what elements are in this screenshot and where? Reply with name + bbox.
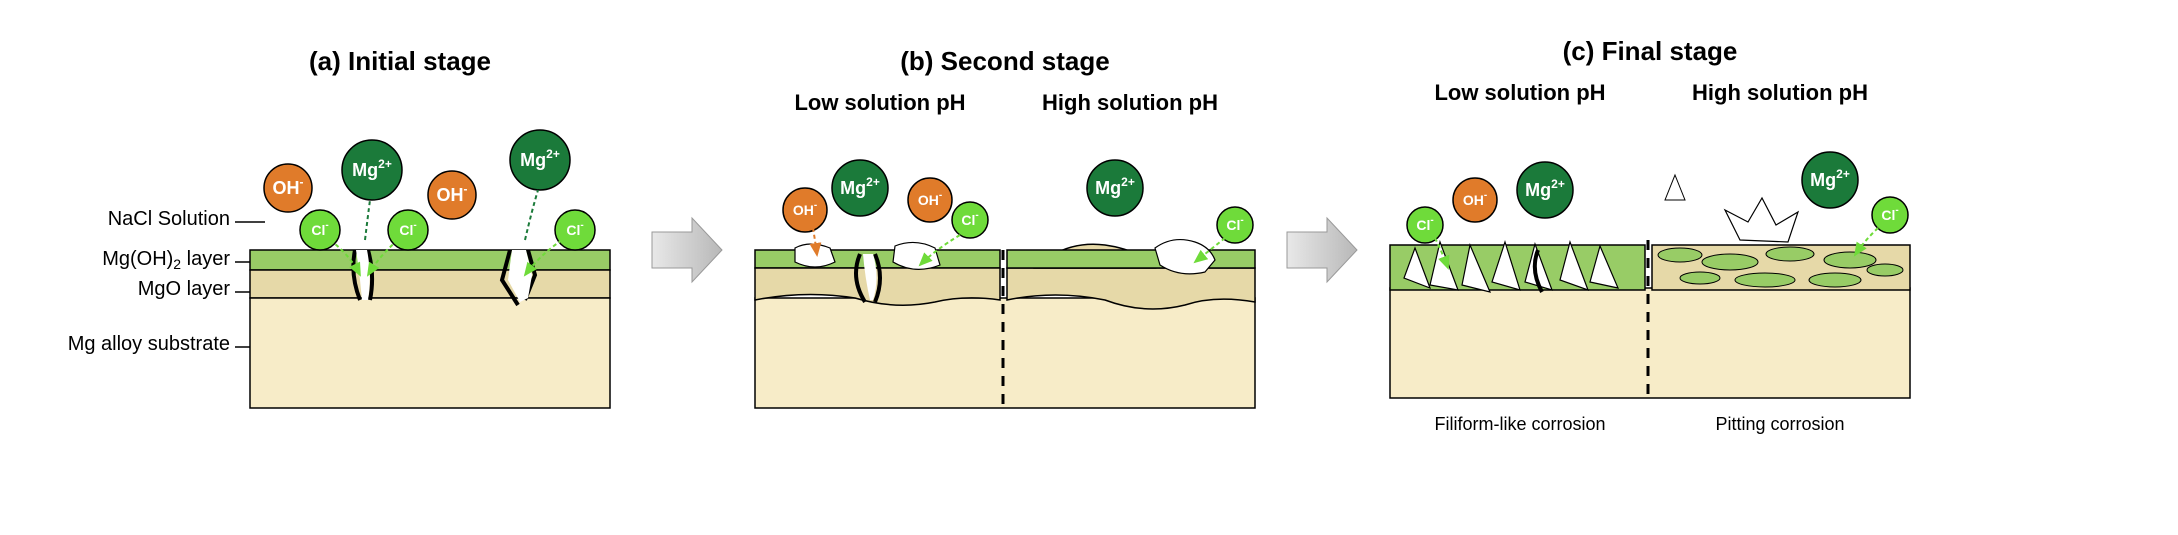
caption-right: Pitting corrosion — [1715, 414, 1844, 434]
mgoh2-layer — [250, 250, 610, 270]
ion-oh-1: OH- — [264, 164, 312, 212]
ion-cl-2: Cl- — [388, 210, 428, 250]
ion-mg-1: Mg2+ — [342, 140, 402, 200]
mgo-layer — [250, 270, 610, 298]
caption-left: Filiform-like corrosion — [1434, 414, 1605, 434]
label-mgo: MgO layer — [138, 278, 231, 300]
ion-oh-2: OH- — [428, 171, 476, 219]
substrate-c — [1390, 288, 1910, 398]
svg-text:OH-: OH- — [918, 190, 942, 209]
label-substrate: Mg alloy substrate — [68, 333, 230, 355]
panel-b-right-sub: High solution pH — [1042, 90, 1218, 115]
panel-b-title: (b) Second stage — [900, 46, 1109, 76]
svg-text:OH-: OH- — [273, 175, 304, 198]
svg-text:OH-: OH- — [437, 182, 468, 205]
panel-c-left-sub: Low solution pH — [1434, 80, 1605, 105]
svg-text:OH-: OH- — [1463, 190, 1487, 209]
panel-a-title: (a) Initial stage — [309, 46, 491, 76]
panel-b: (b) Second stage Low solution pH High so… — [735, 40, 1275, 460]
layer-stack-a — [250, 250, 610, 408]
svg-text:OH-: OH- — [793, 200, 817, 219]
substrate-b — [755, 298, 1255, 408]
panel-b-left-sub: Low solution pH — [794, 90, 965, 115]
arrow-1 — [650, 210, 725, 290]
label-solution: NaCl Solution — [108, 208, 230, 230]
panel-c-right-sub: High solution pH — [1692, 80, 1868, 105]
ion-cl-3: Cl- — [555, 210, 595, 250]
label-mgoh2: Mg(OH)2 layer — [102, 248, 230, 272]
ion-mg-2: Mg2+ — [510, 130, 570, 190]
panel-c: (c) Final stage Low solution pH High sol… — [1370, 30, 1930, 470]
pit-eruption — [1725, 198, 1798, 242]
arrow-2 — [1285, 210, 1360, 290]
panel-c-title: (c) Final stage — [1563, 36, 1738, 66]
panel-a: (a) Initial stage NaCl Solution Mg(OH)2 … — [30, 40, 640, 460]
substrate-layer — [250, 298, 610, 408]
ion-cl-1: Cl- — [300, 210, 340, 250]
diagram-container: (a) Initial stage NaCl Solution Mg(OH)2 … — [30, 30, 2148, 470]
